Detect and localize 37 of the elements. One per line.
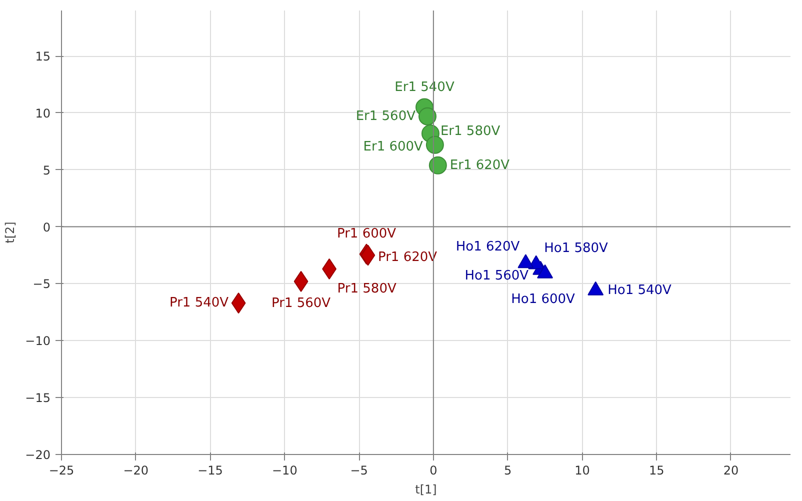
data-label: Ho1 580V	[544, 240, 608, 256]
data-label: Pr1 600V	[336, 226, 396, 242]
point	[426, 136, 444, 154]
y-tick-label: −20	[25, 448, 51, 462]
data-label: Er1 600V	[363, 139, 424, 154]
x-axis-title: t[1]	[415, 482, 437, 496]
y-tick-label: 15	[35, 50, 51, 64]
x-tick-label: 5	[504, 464, 512, 478]
y-tick-label: 0	[42, 220, 51, 234]
x-tick-label: −5	[350, 464, 368, 478]
x-tick-label: 0	[430, 464, 438, 478]
data-label: Er1 580V	[440, 124, 500, 139]
data-label: Pr1 580V	[337, 281, 396, 296]
data-label: Er1 620V	[450, 158, 510, 173]
x-tick-label: −15	[198, 464, 223, 478]
y-tick-label: −15	[25, 391, 51, 406]
data-label: Ho1 620V	[456, 240, 520, 255]
y-tick-label: 10	[35, 106, 51, 120]
y-tick-label: −5	[32, 277, 51, 292]
x-tick-label: −25	[48, 464, 74, 478]
data-label: Pr1 620V	[378, 250, 438, 265]
data-label: Pr1 540V	[169, 296, 229, 311]
y-axis-title: t[2]	[3, 222, 18, 244]
data-label: Ho1 560V	[464, 268, 529, 284]
data-label: Er1 560V	[356, 108, 416, 124]
y-tick-label: −10	[25, 334, 51, 348]
point	[428, 156, 447, 174]
data-label: Ho1 600V	[511, 292, 576, 307]
data-label: Ho1 540V	[608, 283, 672, 298]
x-tick-label: 15	[648, 464, 664, 478]
x-tick-label: −10	[272, 464, 298, 478]
point	[418, 107, 436, 126]
data-label: Pr1 560V	[271, 296, 331, 311]
y-tick-label: 5	[42, 163, 51, 178]
x-tick-label: 20	[723, 464, 739, 478]
x-tick-label: 10	[574, 464, 590, 478]
x-tick-label: −20	[123, 464, 149, 478]
